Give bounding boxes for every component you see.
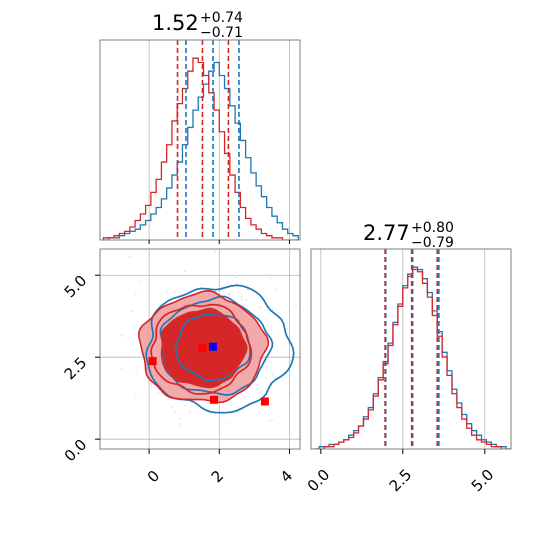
top-panel-title: 1.52 +0.74 −0.71: [152, 10, 243, 41]
sample-point: [268, 406, 271, 409]
marker-red-square: [198, 344, 207, 353]
sample-point: [289, 393, 292, 395]
sample-point: [178, 417, 181, 419]
sample-point: [185, 243, 187, 245]
contour-line-series-b: [150, 303, 253, 395]
sample-point: [105, 455, 107, 457]
right-xtick-label: 5.0: [468, 466, 498, 496]
sample-point: [265, 376, 268, 379]
right-panel-title: 2.77 +0.80 −0.79: [363, 220, 454, 251]
sample-point: [240, 299, 243, 302]
title-median-2: 2.77: [363, 221, 410, 245]
sample-point: [228, 421, 231, 424]
sample-point: [267, 356, 270, 359]
title-upper-2: +0.80: [411, 220, 454, 236]
sample-point: [245, 299, 248, 302]
contour-line-series-b: [160, 307, 248, 389]
right-xtick-label: 0.0: [304, 466, 334, 496]
sample-point: [268, 420, 271, 423]
sample-point: [135, 369, 138, 372]
right-xtick-label: 2.5: [386, 466, 416, 496]
contour-line-series-a: [145, 284, 295, 414]
sample-point: [184, 405, 186, 407]
title-lower-1: −0.71: [200, 25, 243, 41]
panel-frame: [99, 248, 301, 450]
histogram-series-b: [314, 268, 511, 449]
right-x-ticklabels: 0.0 2.5 5.0: [304, 466, 498, 496]
marker-red-square: [210, 395, 219, 404]
sample-point: [134, 393, 137, 396]
sample-point: [128, 255, 131, 258]
joint-x-ticklabels: 0 2 4: [144, 467, 296, 486]
title-median-1: 1.52: [152, 11, 199, 35]
histogram-series-a: [103, 61, 299, 240]
sample-point: [228, 293, 230, 296]
joint-ytick-label: 2.5: [61, 354, 91, 384]
sample-point: [173, 410, 176, 413]
sample-point: [228, 292, 230, 295]
joint-ytick-label: 0.0: [61, 436, 91, 466]
histogram-series-b: [102, 57, 299, 240]
sample-point: [270, 360, 273, 363]
sample-point: [150, 384, 153, 386]
sample-point: [287, 342, 290, 345]
contour-line-series-a: [174, 313, 251, 382]
panel-frame: [310, 248, 512, 450]
title-upper-1: +0.74: [200, 10, 243, 26]
sample-point: [188, 411, 191, 414]
marginal-histogram-top: [99, 39, 301, 244]
sample-point: [120, 368, 123, 371]
sample-point: [121, 334, 124, 337]
contour-line-series-b: [138, 290, 270, 404]
joint-y-ticklabels: 0.0 2.5 5.0: [61, 272, 91, 466]
sample-point: [158, 391, 161, 394]
sample-point: [271, 308, 274, 311]
sample-point: [271, 373, 274, 376]
sample-point: [174, 290, 176, 293]
marker-red-square: [260, 397, 269, 406]
sample-point: [184, 270, 187, 272]
sample-point: [170, 406, 173, 409]
sample-point: [348, 334, 350, 336]
sample-point: [240, 296, 243, 298]
sample-point: [165, 291, 168, 294]
sample-point: [246, 289, 249, 292]
sample-point: [137, 280, 140, 283]
sample-point: [235, 276, 238, 279]
sample-point: [134, 293, 137, 296]
sample-point: [179, 423, 181, 426]
sample-point: [275, 289, 278, 291]
sample-point: [235, 282, 238, 285]
sample-point: [214, 250, 217, 253]
sample-point: [258, 306, 261, 308]
sample-point: [268, 277, 271, 280]
hist-plot-area: [102, 57, 299, 240]
sample-point: [271, 419, 273, 422]
marker-blue-square: [208, 342, 217, 351]
joint-xtick-label: 4: [277, 467, 296, 486]
panel-frame: [99, 39, 301, 241]
title-lower-2: −0.79: [411, 235, 454, 251]
sample-point: [295, 304, 297, 307]
joint-xtick-label: 2: [208, 467, 227, 486]
sample-point: [130, 310, 133, 313]
joint-xtick-label: 0: [144, 467, 163, 486]
marginal-histogram-right: [310, 248, 512, 454]
sample-point: [150, 386, 153, 389]
joint-contour-panel: [95, 243, 350, 457]
joint-ytick-label: 5.0: [61, 272, 91, 302]
marker-red-square: [148, 357, 157, 366]
